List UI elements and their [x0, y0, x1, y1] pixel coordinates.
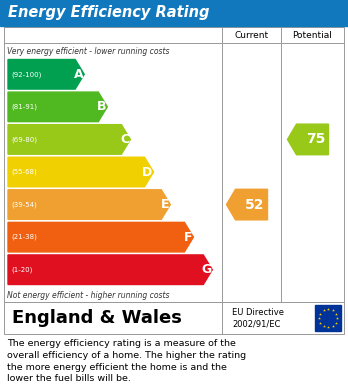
- Polygon shape: [8, 255, 212, 285]
- Polygon shape: [8, 157, 153, 187]
- Text: (39-54): (39-54): [11, 201, 37, 208]
- Text: (55-68): (55-68): [11, 169, 37, 175]
- Text: 2002/91/EC: 2002/91/EC: [232, 319, 280, 328]
- Text: Potential: Potential: [293, 30, 332, 39]
- Bar: [4, 27, 344, 302]
- Text: The energy efficiency rating is a measure of the
overall efficiency of a home. T: The energy efficiency rating is a measur…: [7, 339, 246, 384]
- Text: D: D: [142, 165, 152, 179]
- Text: 75: 75: [306, 133, 325, 146]
- Polygon shape: [8, 190, 170, 219]
- Text: (81-91): (81-91): [11, 104, 37, 110]
- Text: A: A: [73, 68, 83, 81]
- Text: Very energy efficient - lower running costs: Very energy efficient - lower running co…: [7, 47, 169, 57]
- Text: (92-100): (92-100): [11, 71, 41, 77]
- Text: (1-20): (1-20): [11, 266, 32, 273]
- Text: (69-80): (69-80): [11, 136, 37, 143]
- Text: (21-38): (21-38): [11, 234, 37, 240]
- Text: 52: 52: [245, 197, 264, 212]
- Text: EU Directive: EU Directive: [232, 308, 284, 317]
- Text: B: B: [97, 100, 106, 113]
- Polygon shape: [287, 124, 329, 155]
- Text: England & Wales: England & Wales: [12, 309, 182, 327]
- Bar: [4, 302, 344, 334]
- Polygon shape: [8, 222, 193, 252]
- Text: G: G: [201, 263, 211, 276]
- Text: E: E: [161, 198, 169, 211]
- Text: Energy Efficiency Rating: Energy Efficiency Rating: [8, 5, 209, 20]
- Text: Not energy efficient - higher running costs: Not energy efficient - higher running co…: [7, 291, 169, 300]
- Polygon shape: [227, 189, 268, 220]
- Text: C: C: [120, 133, 129, 146]
- Bar: [315, 305, 341, 331]
- Bar: [0, 0, 348, 26]
- Polygon shape: [8, 125, 130, 154]
- Text: F: F: [184, 231, 192, 244]
- Text: Current: Current: [235, 30, 269, 39]
- Polygon shape: [8, 59, 84, 89]
- Polygon shape: [8, 92, 107, 122]
